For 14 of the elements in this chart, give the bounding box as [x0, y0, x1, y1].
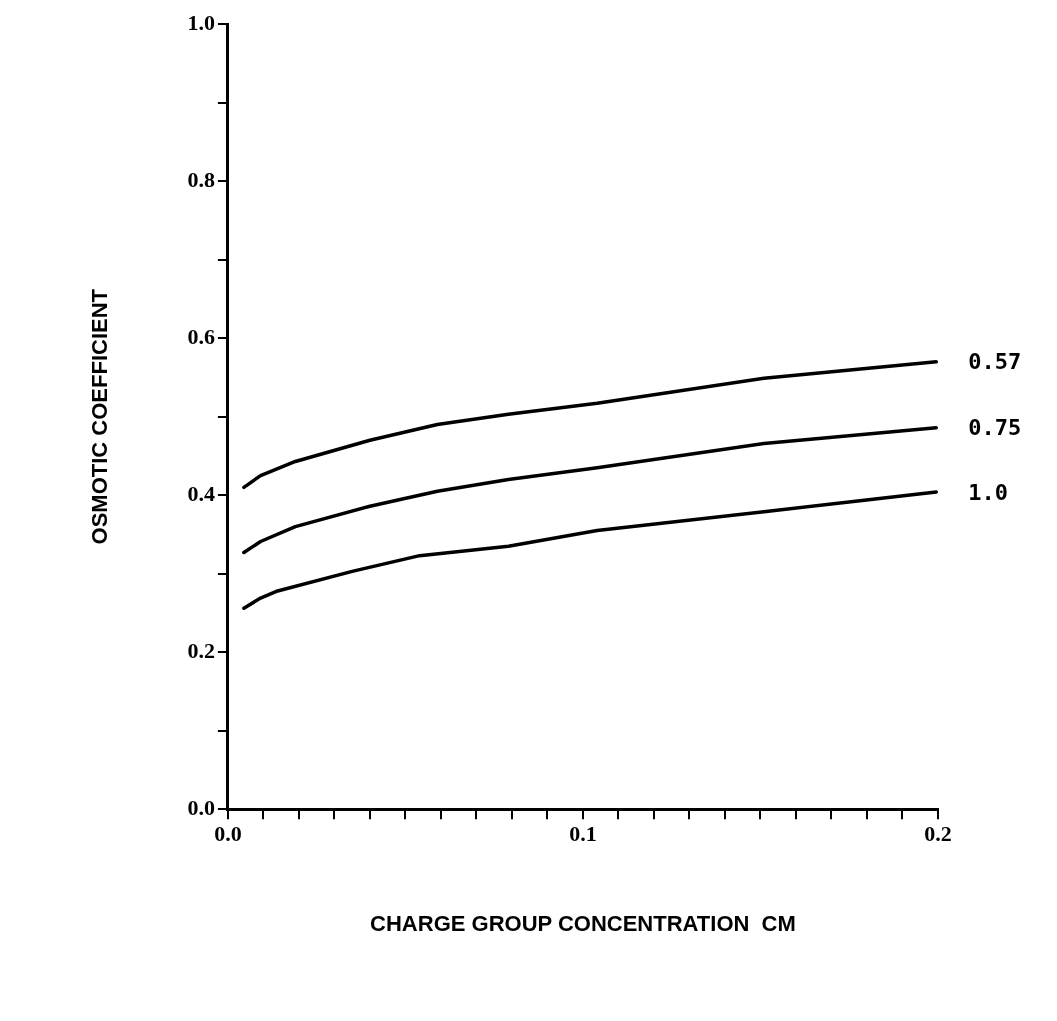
- series-label: 0.57: [968, 349, 1022, 375]
- x-tick-label: 0.1: [569, 821, 597, 847]
- x-tick-label: 0.2: [924, 821, 952, 847]
- y-tick-label: 1.0: [187, 9, 215, 35]
- y-tick-label: 0.2: [187, 637, 215, 663]
- x-tick-label: 0.0: [214, 821, 242, 847]
- y-tick-label: 0.6: [187, 323, 215, 349]
- series-label: 0.75: [968, 415, 1022, 441]
- y-axis-title: OSMOTIC COEFFICIENT: [87, 288, 113, 545]
- y-tick-label: 0.8: [187, 166, 215, 192]
- y-tick-label: 0.0: [187, 794, 215, 820]
- y-tick-label: 0.4: [187, 480, 215, 506]
- series-label: 1.0: [968, 479, 1008, 505]
- x-axis-title: CHARGE GROUP CONCENTRATION CM: [370, 910, 796, 936]
